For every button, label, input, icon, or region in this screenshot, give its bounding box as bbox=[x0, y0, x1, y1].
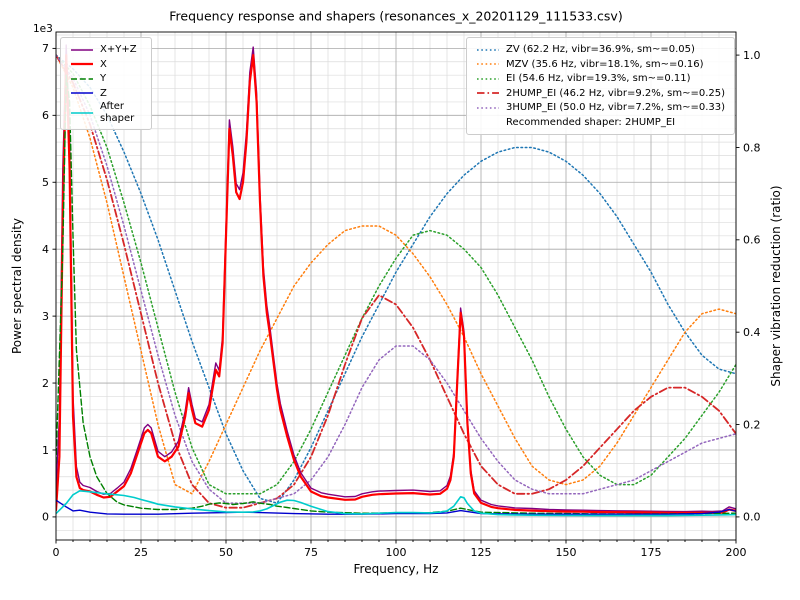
legend-label: EI (54.6 Hz, vibr=19.3%, sm~=0.11) bbox=[506, 73, 691, 84]
legend-item-zv: ZV (62.2 Hz, vibr=36.9%, sm~=0.05) bbox=[476, 43, 725, 57]
y-left-tick-label: 4 bbox=[42, 243, 49, 256]
y-right-tick-label: 0.6 bbox=[743, 234, 761, 247]
legend-label: After shaper bbox=[100, 101, 135, 124]
legend-label: MZV (35.6 Hz, vibr=18.1%, sm~=0.16) bbox=[506, 58, 704, 70]
x-tick-label: 200 bbox=[726, 546, 747, 559]
legend-label: 2HUMP_EI (46.2 Hz, vibr=9.2%, sm~=0.25) bbox=[506, 87, 725, 99]
series-after-shaper bbox=[56, 489, 736, 517]
tick-labels: 0 25 50 75 100 125 150 175 200 0 1 2 3 4 5 6 7 0.0 0.2 0.4 0… bbox=[42, 42, 761, 559]
legend-note-label: Recommended shaper: 2HUMP_EI bbox=[506, 116, 676, 128]
x-tick-label: 25 bbox=[134, 546, 148, 559]
y-left-tick-label: 5 bbox=[42, 176, 49, 189]
series-ei bbox=[56, 54, 736, 495]
legend-label: Y bbox=[100, 73, 107, 84]
x-tick-label: 75 bbox=[304, 546, 318, 559]
series-x bbox=[56, 53, 736, 515]
legend-label: Z bbox=[100, 87, 107, 99]
legend-psd: X+Y+Z X Y Z After shaper bbox=[60, 37, 152, 130]
y-right-tick-label: 0.0 bbox=[743, 511, 761, 524]
y-left-tick-label: 7 bbox=[42, 42, 49, 55]
legend-item-after-shaper: After shaper bbox=[70, 101, 142, 124]
legend-line-zv-icon bbox=[477, 49, 500, 51]
legend-item-2hump-ei: 2HUMP_EI (46.2 Hz, vibr=9.2%, sm~=0.25) bbox=[476, 87, 725, 101]
x-tick-label: 0 bbox=[53, 546, 60, 559]
legend-label: X+Y+Z bbox=[100, 44, 137, 55]
x-tick-label: 175 bbox=[641, 546, 662, 559]
legend-item-z: Z bbox=[70, 87, 142, 101]
y-left-tick-label: 6 bbox=[42, 109, 49, 122]
series-z bbox=[56, 499, 736, 515]
tick-marks bbox=[52, 47, 740, 544]
series-mzv bbox=[56, 54, 736, 495]
legend-item-3hump-ei: 3HUMP_EI (50.0 Hz, vibr=7.2%, sm~=0.33) bbox=[476, 101, 725, 115]
y-axis-label-right: Shaper vibration reduction (ratio) bbox=[769, 185, 783, 387]
legend-line-x-icon bbox=[71, 63, 93, 66]
legend-item-ei: EI (54.6 Hz, vibr=19.3%, sm~=0.11) bbox=[476, 72, 725, 86]
legend-line-after-shaper-icon bbox=[71, 111, 93, 114]
y-left-tick-label: 2 bbox=[42, 377, 49, 390]
x-axis-label: Frequency, Hz bbox=[353, 562, 439, 576]
y-left-tick-label: 1 bbox=[42, 444, 49, 457]
x-tick-label: 100 bbox=[386, 546, 407, 559]
y-axis-label-left: Power spectral density bbox=[10, 217, 24, 355]
legend-line-y-icon bbox=[71, 77, 93, 80]
x-tick-label: 150 bbox=[556, 546, 577, 559]
series-2hump-ei bbox=[56, 54, 736, 509]
legend-line-3hump-ei-icon bbox=[477, 107, 500, 109]
legend-line-mzv-icon bbox=[477, 63, 500, 65]
legend-line-ei-icon bbox=[477, 78, 500, 80]
legend-line-xyz-icon bbox=[71, 48, 93, 51]
legend-item-mzv: MZV (35.6 Hz, vibr=18.1%, sm~=0.16) bbox=[476, 58, 725, 72]
x-tick-label: 125 bbox=[471, 546, 492, 559]
legend-line-2hump-ei-icon bbox=[477, 92, 500, 95]
legend-label: 3HUMP_EI (50.0 Hz, vibr=7.2%, sm~=0.33) bbox=[506, 102, 725, 113]
legend-shapers: ZV (62.2 Hz, vibr=36.9%, sm~=0.05) MZV (… bbox=[466, 37, 735, 135]
legend-item-xyz: X+Y+Z bbox=[70, 43, 142, 57]
series-group bbox=[56, 44, 736, 517]
legend-line-z-icon bbox=[71, 92, 93, 95]
y-left-tick-label: 0 bbox=[42, 511, 49, 524]
legend-note-recommended-shaper: Recommended shaper: 2HUMP_EI bbox=[506, 116, 725, 130]
legend-item-x: X bbox=[70, 58, 142, 72]
series-zv bbox=[56, 54, 736, 504]
legend-label: ZV (62.2 Hz, vibr=36.9%, sm~=0.05) bbox=[506, 44, 695, 55]
y-right-tick-label: 0.4 bbox=[743, 326, 761, 339]
y-right-tick-label: 0.8 bbox=[743, 141, 761, 154]
legend-label: X bbox=[100, 58, 107, 70]
y-left-tick-label: 3 bbox=[42, 310, 49, 323]
series-3hump-ei bbox=[56, 54, 736, 504]
chart-title: Frequency response and shapers (resonanc… bbox=[169, 8, 623, 24]
axis-offset-text: 1e3 bbox=[33, 23, 53, 35]
x-tick-label: 50 bbox=[219, 546, 233, 559]
legend-item-y: Y bbox=[70, 72, 142, 86]
y-right-tick-label: 1.0 bbox=[743, 49, 761, 62]
y-right-tick-label: 0.2 bbox=[743, 418, 761, 431]
